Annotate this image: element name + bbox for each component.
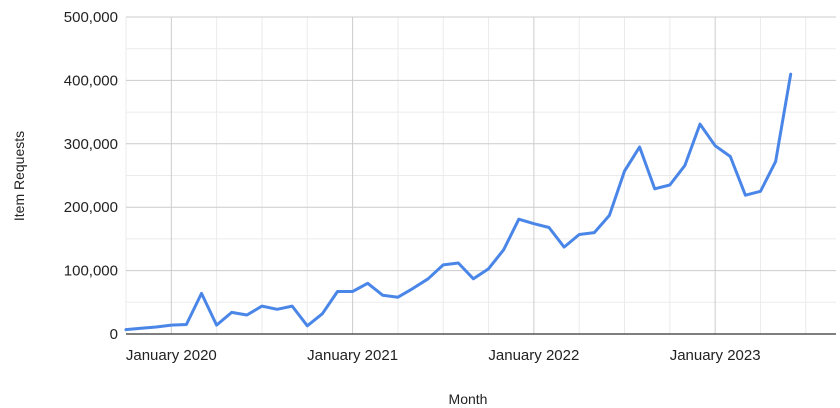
data-point: [200, 292, 203, 295]
y-tick-label: 200,000: [64, 199, 118, 216]
major-gridlines: [126, 16, 836, 334]
data-point: [185, 323, 188, 326]
data-point: [457, 261, 460, 264]
data-point: [578, 233, 581, 236]
data-point: [351, 290, 354, 293]
x-tick-label: January 2023: [670, 347, 761, 364]
y-tick-label: 300,000: [64, 136, 118, 153]
x-tick-label: January 2021: [307, 347, 398, 364]
data-point: [170, 324, 173, 327]
data-point: [276, 308, 279, 311]
data-point: [140, 327, 143, 330]
data-point: [547, 226, 550, 229]
data-point: [804, 0, 807, 2]
data-point: [366, 282, 369, 285]
data-point: [472, 277, 475, 280]
data-point: [260, 305, 263, 308]
data-point: [487, 267, 490, 270]
data-point: [215, 324, 218, 327]
data-point: [593, 231, 596, 234]
data-point: [517, 218, 520, 221]
data-point: [699, 123, 702, 126]
x-axis-title: Month: [449, 391, 488, 407]
minor-gridlines: [125, 17, 836, 334]
data-point: [396, 296, 399, 299]
data-point: [714, 144, 717, 147]
data-point: [623, 170, 626, 173]
data-point: [532, 222, 535, 225]
data-point: [608, 214, 611, 217]
y-tick-label: 0: [110, 326, 118, 343]
x-tick-label: January 2022: [488, 347, 579, 364]
data-point: [653, 187, 656, 190]
series-line: [124, 72, 793, 332]
data-point: [668, 184, 671, 187]
y-tick-label: 100,000: [64, 263, 118, 280]
data-point: [502, 248, 505, 251]
x-tick-label: January 2020: [126, 347, 217, 364]
data-point: [774, 160, 777, 163]
data-point: [381, 294, 384, 297]
y-axis-title: Item Requests: [11, 131, 27, 221]
x-axis-ticks: January 2020 January 2021 January 2022 Janu…: [126, 347, 761, 364]
data-point: [744, 194, 747, 197]
data-point: [230, 311, 233, 314]
data-point: [321, 312, 324, 315]
data-point: [306, 324, 309, 327]
data-point: [759, 190, 762, 193]
data-point: [729, 155, 732, 158]
data-point: [789, 73, 792, 76]
data-point: [245, 313, 248, 316]
data-point: [427, 277, 430, 280]
y-axis-ticks: 0 100,000 200,000 300,000 400,000 500,000: [64, 9, 118, 343]
data-point: [683, 164, 686, 167]
data-point: [412, 287, 415, 290]
data-point: [835, 0, 838, 2]
y-tick-label: 500,000: [64, 9, 118, 26]
data-point: [155, 326, 158, 329]
data-point: [819, 0, 822, 2]
data-point: [336, 290, 339, 293]
data-points: [125, 0, 838, 331]
data-point: [125, 328, 128, 331]
y-tick-label: 400,000: [64, 72, 118, 89]
data-point: [638, 145, 641, 148]
data-point: [291, 305, 294, 308]
data-point: [563, 246, 566, 249]
data-point: [442, 263, 445, 266]
